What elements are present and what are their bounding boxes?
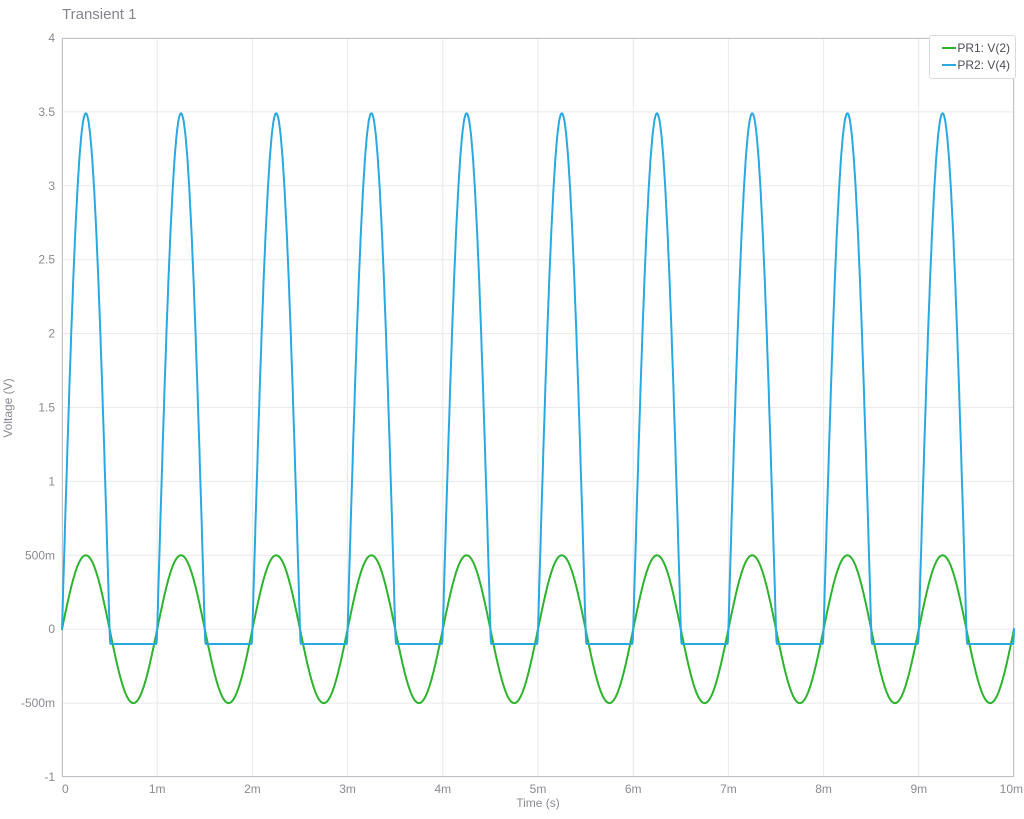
svg-text:500m: 500m: [25, 548, 55, 562]
svg-text:2: 2: [48, 327, 55, 341]
svg-text:0: 0: [62, 782, 69, 796]
svg-text:3.5: 3.5: [38, 105, 55, 119]
x-axis-title: Time (s): [516, 796, 560, 810]
svg-text:6m: 6m: [625, 782, 642, 796]
svg-text:9m: 9m: [910, 782, 927, 796]
plot-area[interactable]: -1 -500m 0 500m 1 1.5 2 2.5 3 3.5 4 0 1m 2m 3m 4m 5m 6m 7m…: [21, 31, 1023, 796]
svg-text:4: 4: [48, 31, 55, 45]
svg-text:-500m: -500m: [21, 696, 55, 710]
svg-text:1m: 1m: [149, 782, 166, 796]
svg-text:4m: 4m: [434, 782, 451, 796]
legend[interactable]: PR1: V(2) PR2: V(4): [929, 35, 1016, 79]
svg-text:2m: 2m: [244, 782, 261, 796]
svg-text:5m: 5m: [530, 782, 547, 796]
pr2-trace-color-dash: [942, 64, 957, 66]
svg-text:0: 0: [48, 622, 55, 636]
svg-text:-1: -1: [44, 770, 55, 784]
legend-label-pr2: PR2: V(4): [957, 58, 1010, 72]
plot-svg: -1 -500m 0 500m 1 1.5 2 2.5 3 3.5 4 0 1m 2m 3m 4m 5m 6m 7m…: [21, 31, 1023, 796]
svg-text:1: 1: [48, 474, 55, 488]
svg-text:1.5: 1.5: [38, 401, 55, 415]
svg-text:3m: 3m: [339, 782, 356, 796]
chart-title: Transient 1: [62, 6, 137, 23]
legend-label-pr1: PR1: V(2): [957, 41, 1010, 55]
svg-text:3: 3: [48, 179, 55, 193]
legend-item-pr2[interactable]: PR2: V(4): [942, 58, 1010, 72]
pr1-trace-color-dash: [942, 47, 957, 49]
y-axis-title: Voltage (V): [1, 378, 15, 438]
svg-text:2.5: 2.5: [38, 253, 55, 267]
legend-item-pr1[interactable]: PR1: V(2): [942, 41, 1010, 55]
svg-text:8m: 8m: [815, 782, 832, 796]
svg-text:10m: 10m: [1000, 782, 1023, 796]
svg-text:7m: 7m: [720, 782, 737, 796]
